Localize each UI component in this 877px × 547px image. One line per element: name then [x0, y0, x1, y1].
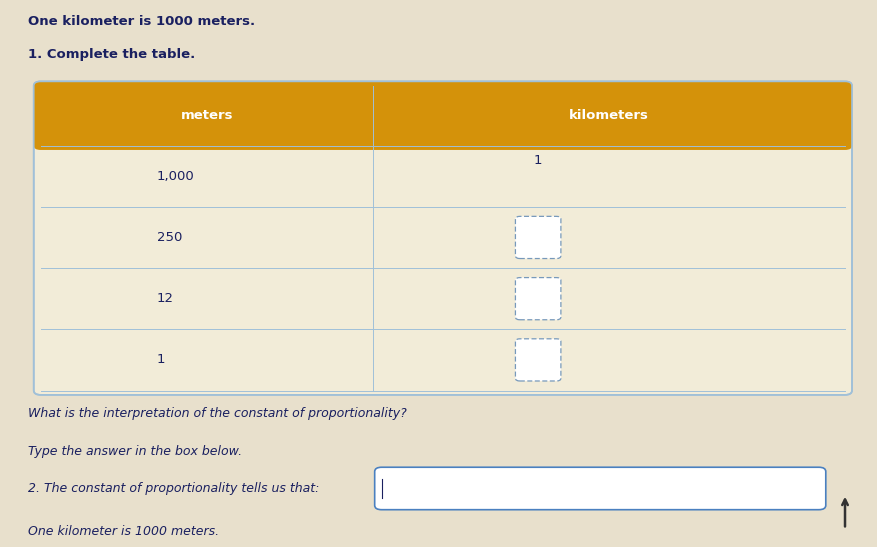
Text: 1: 1 [157, 353, 166, 366]
Text: One kilometer is 1000 meters.: One kilometer is 1000 meters. [27, 15, 254, 28]
Text: 12: 12 [157, 292, 174, 305]
FancyBboxPatch shape [40, 119, 845, 146]
FancyBboxPatch shape [374, 467, 826, 510]
FancyBboxPatch shape [516, 277, 561, 320]
Text: 1: 1 [534, 154, 542, 167]
Text: Type the answer in the box below.: Type the answer in the box below. [27, 445, 242, 458]
FancyBboxPatch shape [33, 82, 852, 150]
FancyBboxPatch shape [33, 82, 852, 395]
FancyBboxPatch shape [516, 339, 561, 381]
FancyBboxPatch shape [516, 217, 561, 259]
Text: 1. Complete the table.: 1. Complete the table. [27, 48, 195, 61]
Text: 1,000: 1,000 [157, 170, 195, 183]
Text: kilometers: kilometers [569, 109, 649, 122]
Text: What is the interpretation of the constant of proportionality?: What is the interpretation of the consta… [27, 407, 406, 420]
Text: meters: meters [181, 109, 233, 122]
Text: One kilometer is 1000 meters.: One kilometer is 1000 meters. [27, 525, 218, 538]
Text: 2. The constant of proportionality tells us that:: 2. The constant of proportionality tells… [27, 482, 319, 495]
Text: 250: 250 [157, 231, 182, 244]
